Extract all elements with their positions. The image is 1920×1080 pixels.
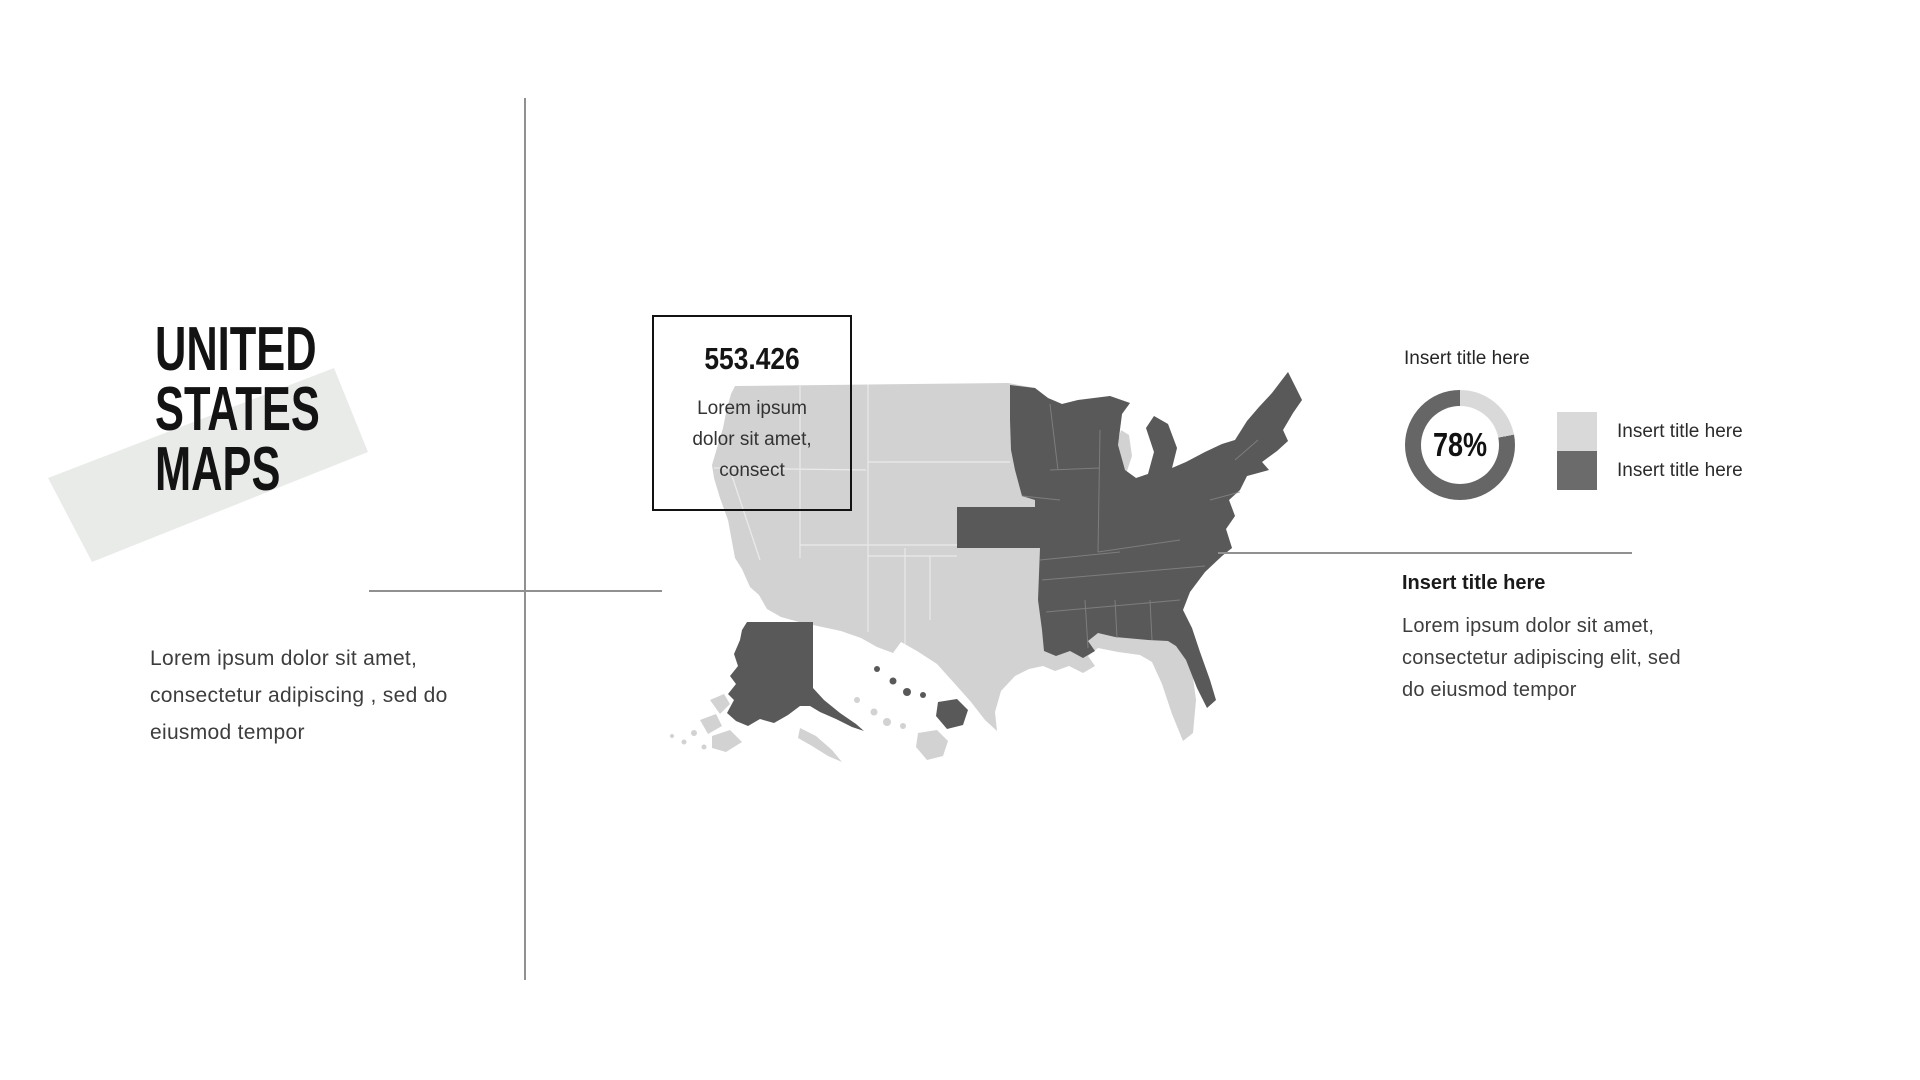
map-east-region-dark[interactable] — [957, 372, 1302, 708]
legend-label: Insert title here — [1617, 420, 1743, 442]
state-borders-dark — [1021, 403, 1259, 649]
intro-line: Lorem ipsum dolor sit amet, — [150, 647, 418, 670]
title-line-3: MAPS — [155, 435, 281, 504]
intro-line: consectetur adipiscing , sed do — [150, 684, 448, 707]
hawaii-ghost-light — [854, 697, 948, 760]
legend-row: Insert title here — [1557, 412, 1743, 451]
stat-value: 553.426 — [704, 341, 800, 376]
legend-label: Insert title here — [1617, 459, 1743, 481]
vertical-divider-line — [524, 98, 526, 980]
intro-line: eiusmod tempor — [150, 721, 305, 744]
legend-row: Insert title here — [1557, 451, 1743, 490]
us-map[interactable] — [670, 372, 1302, 762]
state-borders-light — [713, 384, 1010, 660]
donut-section-title: Insert title here — [1404, 348, 1530, 369]
alaska-ghost-light — [670, 694, 842, 762]
right-horizontal-line — [1218, 552, 1632, 554]
donut-chart[interactable]: 78% — [1405, 390, 1515, 500]
callout-body[interactable]: Lorem ipsum dolor sit amet, consectetur … — [1402, 610, 1681, 706]
donut-legend: Insert title here Insert title here — [1557, 412, 1743, 490]
callout-line: Lorem ipsum dolor sit amet, — [1402, 615, 1655, 637]
callout-line: consectetur adipiscing elit, sed — [1402, 647, 1681, 669]
callout-title[interactable]: Insert title here — [1402, 572, 1546, 594]
stat-card[interactable]: 553.426 Lorem ipsum dolor sit amet, cons… — [652, 315, 852, 511]
alaska-dark[interactable] — [727, 622, 864, 731]
left-horizontal-line — [369, 590, 662, 592]
intro-paragraph[interactable]: Lorem ipsum dolor sit amet, consectetur … — [150, 640, 448, 751]
stat-description: Lorem ipsum dolor sit amet, consect — [692, 398, 812, 481]
callout-line: do eiusmod tempor — [1402, 679, 1577, 701]
title-line-1: UNITED — [155, 315, 317, 384]
title-highlight-swipe — [48, 368, 368, 562]
hawaii-dark[interactable] — [874, 666, 968, 729]
legend-swatch-light — [1557, 412, 1597, 451]
title-line-2: STATES — [155, 375, 320, 444]
legend-swatch-dark — [1557, 451, 1597, 490]
donut-center-label: 78% — [1432, 426, 1488, 463]
slide-title[interactable]: UNITED STATES MAPS — [155, 315, 390, 504]
